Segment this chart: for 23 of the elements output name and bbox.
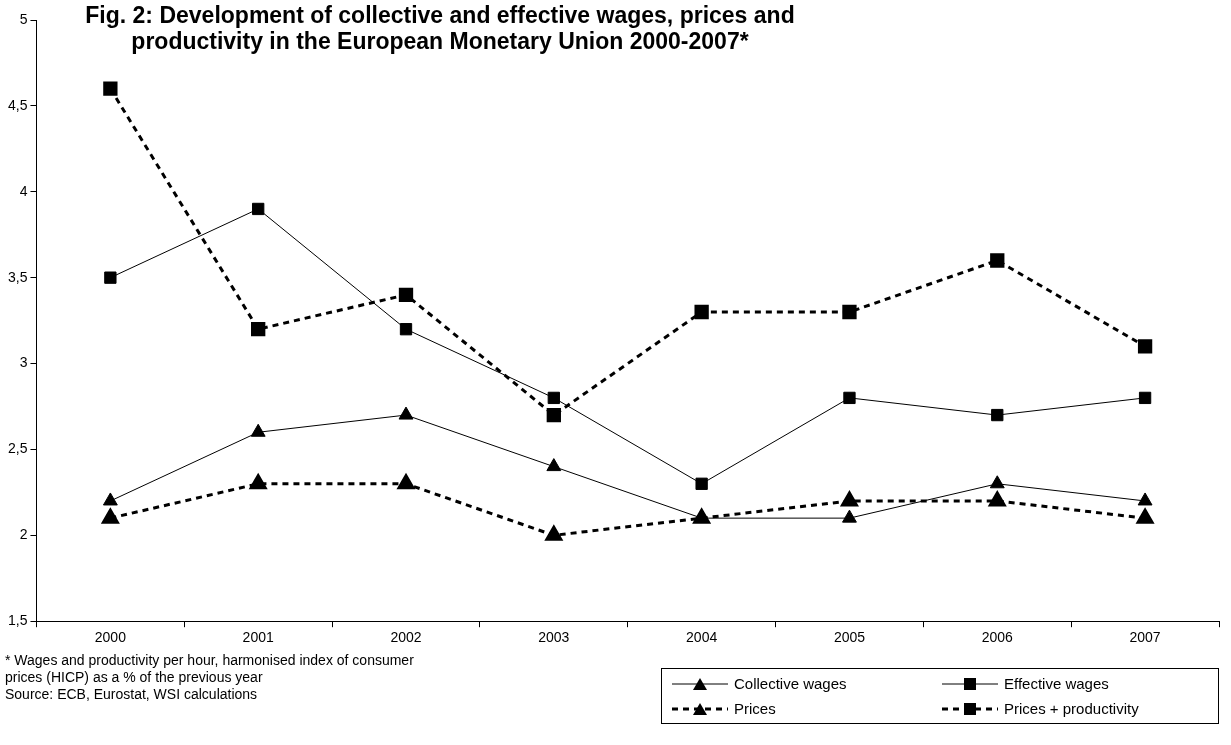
legend-label: Prices [734,700,776,717]
x-tick-label: 2005 [833,629,866,646]
y-tick-label: 3 [19,354,28,371]
y-tick-label: 2,5 [7,440,28,457]
y-tick-label: 5 [19,10,28,27]
x-tick-label: 2006 [981,629,1014,646]
x-tick-label: 2001 [242,629,274,646]
legend-label: Collective wages [734,675,847,692]
legend-label: Effective wages [1004,675,1109,692]
y-tick-label: 4,5 [7,96,28,113]
x-tick-label: 2004 [686,629,718,646]
y-tick-label: 1,5 [7,612,28,629]
text: * Wages and productivity per hour, harmonised index of consumer prices (HICP) as a % of the previous year [5,652,415,686]
x-tick-label: 2007 [1129,629,1161,646]
chart-title: Fig. 2: Development of collective and effective wages, prices and productivity in the European Monetary Union 2000-2007* [84,2,796,54]
y-tick-label: 3,5 [7,268,28,285]
y-tick-label: 4 [19,182,28,199]
y-tick-label: 2 [19,526,28,543]
x-tick-label: 2003 [538,629,570,646]
x-tick-label: 2000 [94,629,127,646]
source-note: Source: ECB, Eurostat, WSI calculations [5,686,259,703]
legend-label: Prices + productivity [1004,700,1139,717]
x-tick-label: 2002 [390,629,422,646]
